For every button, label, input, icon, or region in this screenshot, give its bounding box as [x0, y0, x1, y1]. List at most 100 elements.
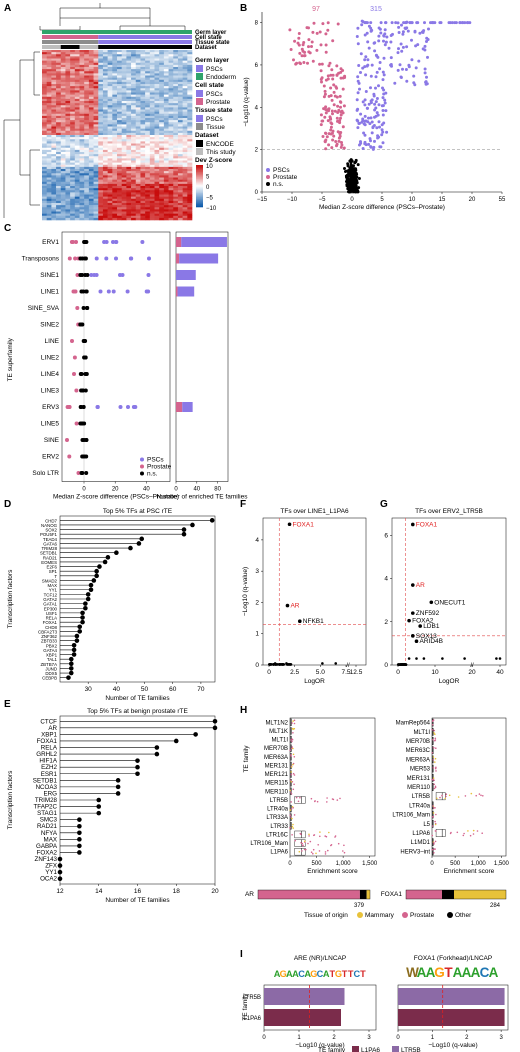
heatmap-cell	[56, 207, 62, 210]
score-point	[293, 814, 296, 816]
psc-point	[361, 147, 365, 150]
heatmap-cell	[159, 179, 165, 183]
heatmap-cell	[70, 143, 76, 146]
psc-point	[370, 120, 374, 124]
heatmap-cell	[46, 92, 52, 95]
heatmap-cell	[177, 52, 183, 55]
heatmap-cell	[173, 64, 179, 68]
heatmap-cell	[84, 60, 90, 64]
psc-dot	[129, 256, 134, 261]
heatmap-cell	[117, 173, 122, 176]
heatmap-cell	[93, 154, 99, 157]
heatmap-cell	[149, 92, 155, 95]
heatmap-cell	[74, 115, 80, 119]
category-label: Transposons	[22, 256, 60, 263]
chart-title: Top 5% TFs at PSC rTE	[103, 508, 173, 515]
heatmap-cell	[163, 84, 169, 87]
heatmap-cell	[84, 186, 90, 189]
heatmap-cell	[51, 90, 57, 93]
heatmap-cell	[79, 88, 85, 91]
heatmap-cell	[126, 181, 132, 185]
heatmap-cell	[159, 183, 165, 187]
ns-point	[354, 182, 358, 186]
heatmap-cell	[112, 71, 118, 74]
heatmap-cell	[88, 124, 94, 127]
prostate-point	[319, 43, 323, 47]
heatmap-cell	[98, 113, 104, 117]
heatmap-cell	[70, 198, 76, 202]
heatmap-cell	[173, 132, 179, 136]
heatmap-cell	[173, 154, 179, 157]
heatmap-cell	[145, 86, 151, 89]
prostate-point	[327, 143, 331, 147]
heatmap-cell	[159, 166, 165, 170]
heatmap-cell	[65, 103, 71, 106]
heatmap-cell	[60, 75, 66, 78]
heatmap-cell	[177, 109, 183, 112]
heatmap-cell	[163, 137, 169, 140]
heatmap-cell	[135, 194, 141, 197]
heatmap-cell	[187, 64, 193, 68]
track-label: Cell state	[195, 35, 222, 41]
heatmap-cell	[93, 213, 99, 217]
heatmap-cell	[187, 60, 193, 64]
lollipop-head	[114, 550, 119, 556]
score-point	[292, 823, 294, 826]
heatmap-cell	[168, 101, 174, 104]
heatmap-cell	[60, 88, 66, 91]
psc-point	[375, 111, 379, 115]
heatmap-cell	[51, 81, 57, 85]
heatmap-cell	[98, 166, 104, 170]
heatmap-cell	[168, 98, 174, 102]
prostate-point	[332, 83, 336, 87]
heatmap-cell	[117, 88, 122, 91]
heatmap-cell	[177, 198, 183, 202]
heatmap-cell	[93, 96, 99, 100]
heatmap-cell	[93, 149, 99, 153]
prostate-point	[334, 85, 338, 89]
heatmap-cell	[145, 137, 151, 140]
heatmap-cell	[102, 75, 108, 78]
heatmap-cell	[149, 203, 155, 206]
heatmap-cell	[126, 152, 132, 155]
heatmap-cell	[88, 207, 94, 210]
heatmap-cell	[126, 105, 132, 108]
heatmap-cell	[74, 67, 80, 70]
heatmap-cell	[182, 166, 188, 170]
heatmap-cell	[93, 101, 99, 104]
heatmap-cell	[121, 86, 127, 89]
heatmap-cell	[135, 71, 141, 74]
heatmap-cell	[154, 71, 160, 74]
score-point	[334, 836, 336, 838]
heatmap-cell	[187, 177, 193, 180]
ns-dot	[81, 289, 86, 294]
heatmap-cell	[135, 86, 141, 89]
heatmap-cell	[56, 101, 62, 104]
psc-point	[356, 126, 360, 130]
heatmap-cell	[88, 186, 94, 189]
heatmap-cell	[93, 209, 99, 212]
heatmap-cell	[70, 120, 76, 123]
tf-label: NFKB1	[303, 618, 324, 625]
heatmap-cell	[84, 179, 90, 183]
heatmap-cell	[149, 115, 155, 119]
psc-point	[397, 25, 401, 29]
heatmap-cell	[177, 171, 183, 174]
heatmap-cell	[65, 120, 71, 123]
heatmap-cell	[168, 56, 174, 59]
heatmap-cell	[182, 194, 188, 197]
heatmap-cell	[163, 166, 169, 170]
heatmap-cell	[131, 77, 137, 81]
heatmap-cell	[42, 96, 47, 100]
heatmap-cell	[88, 215, 94, 219]
heatmap-cell	[79, 118, 85, 121]
heatmap-cell	[177, 207, 183, 210]
ns-point	[350, 159, 354, 163]
score-point	[450, 831, 452, 834]
top-dendrogram	[39, 3, 186, 31]
heatmap-cell	[182, 200, 188, 204]
heatmap-cell	[163, 194, 169, 197]
heatmap-cell	[145, 77, 151, 81]
x-tick-label: 1,000	[471, 861, 487, 867]
heatmap-cell	[126, 147, 132, 151]
